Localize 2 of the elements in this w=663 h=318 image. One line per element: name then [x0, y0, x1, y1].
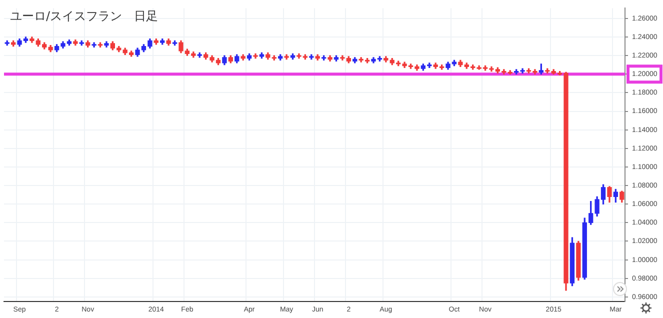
- chart-title: ユーロ/スイスフラン 日足: [10, 8, 158, 25]
- candlestick: [92, 42, 96, 48]
